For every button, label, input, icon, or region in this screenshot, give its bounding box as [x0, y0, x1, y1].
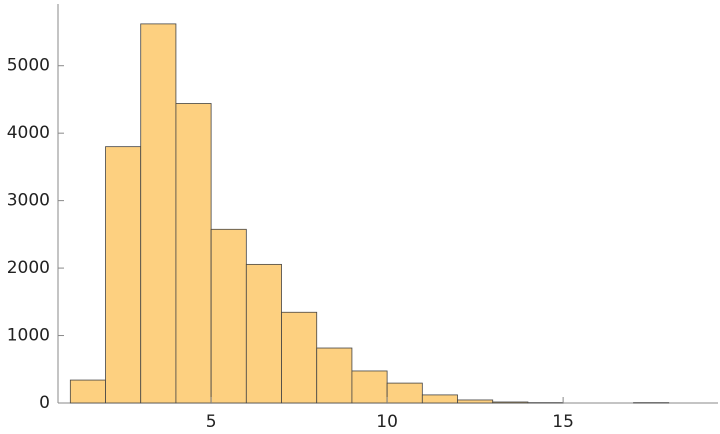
- y-tick-label: 0: [39, 393, 50, 413]
- bar: [245, 263, 282, 404]
- x-tick-label: 5: [206, 412, 217, 432]
- y-tick-label: 1000: [7, 326, 50, 346]
- bar: [386, 382, 423, 404]
- bar: [421, 394, 458, 404]
- x-tick-label: 10: [376, 412, 398, 432]
- y-tick-label: 4000: [7, 123, 50, 143]
- bar: [316, 347, 353, 404]
- y-tick-label: 2000: [7, 258, 50, 278]
- bar: [457, 399, 494, 404]
- bar: [210, 228, 247, 404]
- bar: [281, 311, 318, 404]
- bar: [140, 23, 177, 404]
- bar: [69, 379, 106, 404]
- y-tick-label: 5000: [7, 56, 50, 76]
- bar: [351, 370, 388, 404]
- x-tick-label: 15: [552, 412, 574, 432]
- bar: [105, 146, 142, 404]
- y-tick-label: 3000: [7, 191, 50, 211]
- bar: [492, 401, 529, 404]
- bar: [175, 103, 212, 404]
